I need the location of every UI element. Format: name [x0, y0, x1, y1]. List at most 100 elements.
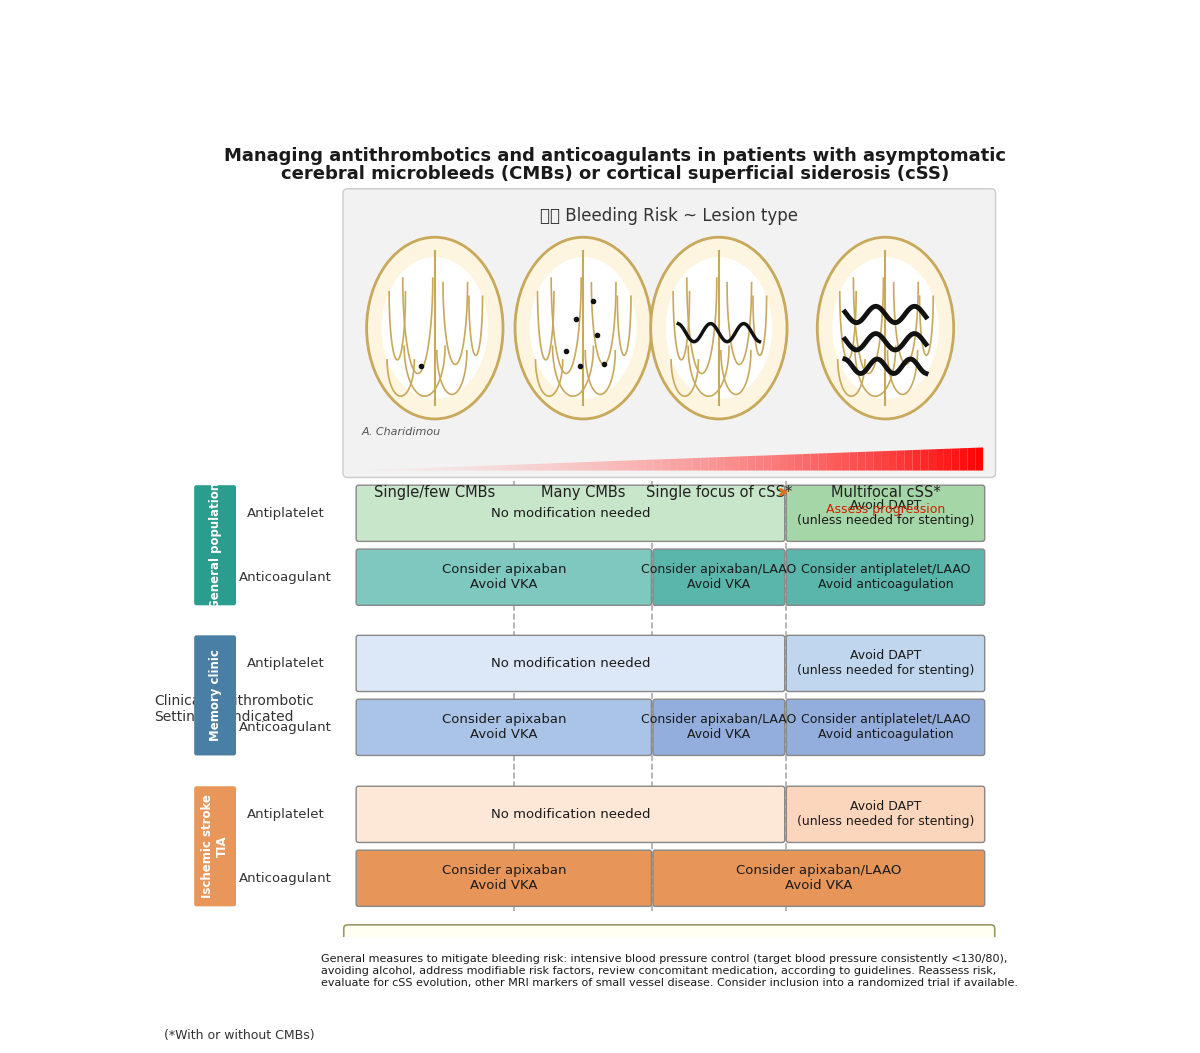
- Polygon shape: [568, 462, 575, 471]
- Text: Consider apixaban/LAAO
Avoid VKA: Consider apixaban/LAAO Avoid VKA: [641, 713, 797, 741]
- Text: No modification needed: No modification needed: [491, 506, 650, 520]
- Text: Anticoagulant: Anticoagulant: [239, 872, 332, 885]
- Text: Assess progression: Assess progression: [826, 502, 946, 516]
- Polygon shape: [410, 469, 418, 471]
- Polygon shape: [583, 462, 590, 471]
- FancyBboxPatch shape: [356, 850, 652, 907]
- Polygon shape: [466, 466, 473, 471]
- FancyBboxPatch shape: [786, 787, 985, 842]
- Polygon shape: [488, 465, 497, 471]
- Polygon shape: [850, 452, 858, 471]
- Text: 🩸🧠 Bleeding Risk ~ Lesion type: 🩸🧠 Bleeding Risk ~ Lesion type: [540, 207, 798, 225]
- FancyBboxPatch shape: [653, 549, 785, 605]
- FancyBboxPatch shape: [786, 549, 985, 605]
- FancyBboxPatch shape: [786, 635, 985, 692]
- Ellipse shape: [515, 237, 652, 419]
- Polygon shape: [630, 460, 638, 471]
- Polygon shape: [426, 468, 434, 471]
- Text: Antiplatelet: Antiplatelet: [247, 808, 324, 821]
- Text: General population: General population: [209, 481, 222, 609]
- Text: A. Charidimou: A. Charidimou: [361, 428, 440, 437]
- Polygon shape: [528, 464, 536, 471]
- Polygon shape: [575, 462, 583, 471]
- FancyBboxPatch shape: [356, 635, 785, 692]
- Polygon shape: [826, 453, 834, 471]
- FancyBboxPatch shape: [356, 549, 652, 605]
- FancyBboxPatch shape: [786, 699, 985, 755]
- Polygon shape: [976, 448, 983, 471]
- Polygon shape: [881, 451, 889, 471]
- Text: Anticoagulant: Anticoagulant: [239, 571, 332, 583]
- Polygon shape: [732, 456, 740, 471]
- Polygon shape: [740, 456, 748, 471]
- Polygon shape: [638, 460, 646, 471]
- Text: Consider apixaban/LAAO
Avoid VKA: Consider apixaban/LAAO Avoid VKA: [736, 865, 901, 892]
- Polygon shape: [756, 456, 763, 471]
- Polygon shape: [654, 459, 661, 471]
- Polygon shape: [685, 458, 692, 471]
- Text: Memory clinic: Memory clinic: [209, 650, 222, 741]
- FancyBboxPatch shape: [653, 850, 985, 907]
- Polygon shape: [544, 463, 552, 471]
- Polygon shape: [865, 452, 874, 471]
- Polygon shape: [787, 455, 794, 471]
- Ellipse shape: [367, 237, 503, 419]
- Polygon shape: [559, 462, 568, 471]
- Polygon shape: [614, 461, 622, 471]
- FancyBboxPatch shape: [194, 787, 236, 907]
- Text: Antithrombotic
indicated: Antithrombotic indicated: [210, 694, 314, 724]
- Text: General measures to mitigate bleeding risk: intensive blood pressure control (ta: General measures to mitigate bleeding ri…: [320, 954, 1018, 988]
- Polygon shape: [936, 449, 944, 471]
- Polygon shape: [803, 454, 810, 471]
- Polygon shape: [810, 454, 818, 471]
- Polygon shape: [402, 469, 410, 471]
- Polygon shape: [967, 448, 976, 471]
- Text: Avoid DAPT
(unless needed for stenting): Avoid DAPT (unless needed for stenting): [797, 650, 974, 677]
- Text: Managing antithrombotics and anticoagulants in patients with asymptomatic: Managing antithrombotics and anticoagula…: [224, 146, 1006, 164]
- Polygon shape: [512, 464, 520, 471]
- Text: Single/few CMBs: Single/few CMBs: [374, 484, 496, 499]
- Polygon shape: [960, 448, 967, 471]
- Text: Multifocal cSS*: Multifocal cSS*: [830, 484, 941, 499]
- Polygon shape: [473, 465, 481, 471]
- Polygon shape: [622, 460, 630, 471]
- Polygon shape: [481, 465, 488, 471]
- Text: Clinical
Setting: Clinical Setting: [155, 694, 204, 724]
- Text: Consider antiplatelet/LAAO
Avoid anticoagulation: Consider antiplatelet/LAAO Avoid anticoa…: [800, 563, 971, 591]
- Ellipse shape: [530, 257, 636, 399]
- Polygon shape: [858, 452, 865, 471]
- Polygon shape: [716, 457, 724, 471]
- Polygon shape: [874, 451, 881, 471]
- Polygon shape: [928, 450, 936, 471]
- Polygon shape: [450, 466, 457, 471]
- Ellipse shape: [817, 237, 954, 419]
- Polygon shape: [520, 464, 528, 471]
- Text: Anticoagulant: Anticoagulant: [239, 721, 332, 734]
- Text: No modification needed: No modification needed: [491, 808, 650, 821]
- Polygon shape: [912, 450, 920, 471]
- FancyBboxPatch shape: [194, 635, 236, 755]
- Text: (*With or without CMBs): (*With or without CMBs): [164, 1029, 314, 1041]
- FancyBboxPatch shape: [343, 925, 995, 1017]
- Polygon shape: [724, 457, 732, 471]
- Polygon shape: [418, 468, 426, 471]
- Ellipse shape: [382, 257, 488, 399]
- Polygon shape: [834, 453, 842, 471]
- Polygon shape: [606, 461, 614, 471]
- Polygon shape: [889, 451, 896, 471]
- Polygon shape: [497, 465, 504, 471]
- Text: Antiplatelet: Antiplatelet: [247, 657, 324, 670]
- Text: Avoid DAPT
(unless needed for stenting): Avoid DAPT (unless needed for stenting): [797, 800, 974, 829]
- Polygon shape: [379, 470, 386, 471]
- Text: Ischemic stroke
TIA: Ischemic stroke TIA: [202, 794, 229, 898]
- Polygon shape: [599, 461, 606, 471]
- Polygon shape: [692, 458, 701, 471]
- Polygon shape: [395, 469, 402, 471]
- Text: cerebral microbleeds (CMBs) or cortical superficial siderosis (cSS): cerebral microbleeds (CMBs) or cortical …: [281, 165, 949, 183]
- FancyBboxPatch shape: [356, 485, 785, 541]
- Polygon shape: [386, 469, 395, 471]
- FancyBboxPatch shape: [356, 787, 785, 842]
- Polygon shape: [646, 459, 654, 471]
- Polygon shape: [896, 451, 905, 471]
- Polygon shape: [701, 458, 708, 471]
